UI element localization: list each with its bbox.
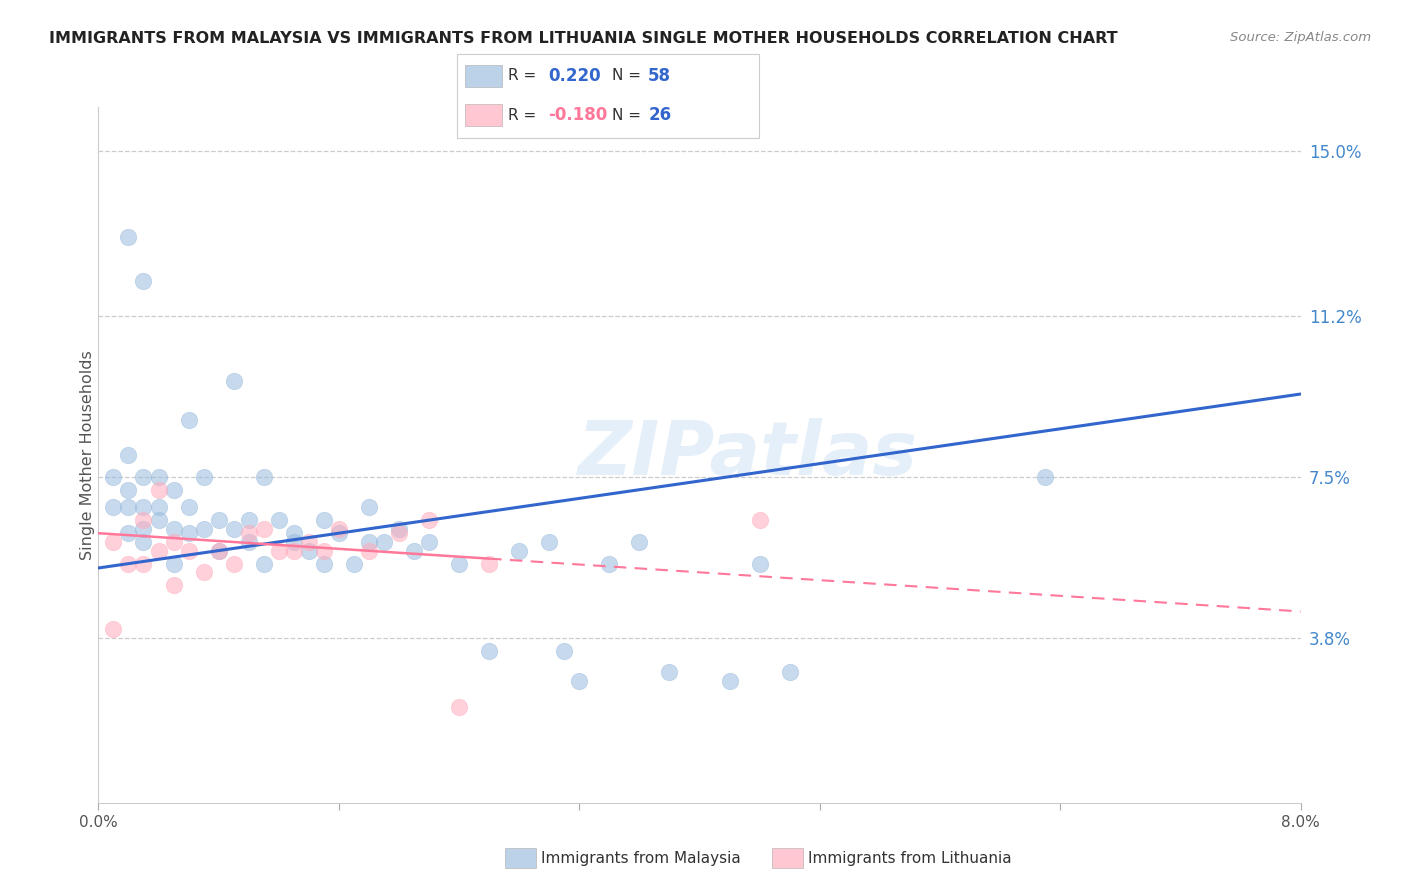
Point (312, 513, 335, 527)
Text: N =: N = (612, 69, 641, 83)
Point (312, 557, 335, 571)
Point (222, 374, 245, 388)
Point (117, 557, 139, 571)
Point (538, 535, 561, 549)
Point (328, 522, 350, 536)
Text: 0.220: 0.220 (548, 67, 600, 85)
Point (388, 522, 411, 536)
Point (208, 513, 231, 527)
Point (117, 448, 139, 462)
Point (103, 500, 125, 514)
Point (298, 543, 321, 558)
Text: ZIPatlas: ZIPatlas (578, 418, 918, 491)
Point (628, 535, 651, 549)
Point (598, 557, 620, 571)
Point (132, 535, 155, 549)
Point (177, 543, 200, 558)
Point (132, 500, 155, 514)
Point (117, 526, 139, 541)
Point (177, 413, 200, 427)
Point (553, 643, 575, 657)
Point (132, 469, 155, 483)
Point (162, 557, 184, 571)
Point (418, 535, 440, 549)
Text: 58: 58 (648, 67, 671, 85)
Point (148, 543, 170, 558)
Point (132, 274, 155, 288)
Point (267, 543, 290, 558)
Point (162, 483, 184, 497)
Point (748, 557, 770, 571)
Text: Source: ZipAtlas.com: Source: ZipAtlas.com (1230, 31, 1371, 45)
Point (193, 522, 215, 536)
Point (267, 513, 290, 527)
Point (132, 513, 155, 527)
Text: 26: 26 (648, 106, 671, 124)
Point (238, 513, 260, 527)
Point (132, 557, 155, 571)
Point (208, 543, 231, 558)
Point (748, 513, 770, 527)
Point (148, 483, 170, 497)
Point (117, 500, 139, 514)
Point (193, 469, 215, 483)
Point (478, 557, 501, 571)
Point (162, 535, 184, 549)
Point (478, 643, 501, 657)
Point (328, 526, 350, 541)
Text: R =: R = (508, 69, 536, 83)
Point (222, 522, 245, 536)
Point (253, 469, 276, 483)
Point (208, 543, 231, 558)
Y-axis label: Single Mother Households: Single Mother Households (80, 350, 94, 560)
Point (283, 526, 305, 541)
Point (148, 500, 170, 514)
Point (447, 700, 470, 714)
Point (132, 522, 155, 536)
Point (103, 469, 125, 483)
Point (253, 557, 276, 571)
Point (222, 557, 245, 571)
Point (117, 483, 139, 497)
Point (658, 665, 681, 680)
Text: Immigrants from Lithuania: Immigrants from Lithuania (808, 851, 1012, 865)
Point (148, 469, 170, 483)
Point (1033, 469, 1056, 483)
Point (238, 526, 260, 541)
Text: R =: R = (508, 108, 536, 122)
Point (103, 622, 125, 636)
Point (103, 535, 125, 549)
Point (402, 543, 425, 558)
Text: -0.180: -0.180 (548, 106, 607, 124)
Point (373, 535, 395, 549)
Text: Immigrants from Malaysia: Immigrants from Malaysia (541, 851, 741, 865)
Point (283, 543, 305, 558)
Point (177, 500, 200, 514)
Point (343, 557, 366, 571)
Point (357, 535, 380, 549)
Point (193, 566, 215, 580)
Point (283, 535, 305, 549)
Point (508, 543, 530, 558)
Point (718, 674, 741, 689)
Point (312, 543, 335, 558)
Point (418, 513, 440, 527)
Point (238, 535, 260, 549)
Point (388, 526, 411, 541)
Point (357, 543, 380, 558)
Point (568, 674, 591, 689)
Point (177, 526, 200, 541)
Point (447, 557, 470, 571)
Point (148, 513, 170, 527)
Text: IMMIGRANTS FROM MALAYSIA VS IMMIGRANTS FROM LITHUANIA SINGLE MOTHER HOUSEHOLDS C: IMMIGRANTS FROM MALAYSIA VS IMMIGRANTS F… (49, 31, 1118, 46)
Point (779, 665, 801, 680)
Point (162, 522, 184, 536)
Point (357, 500, 380, 514)
Point (117, 230, 139, 244)
Point (162, 578, 184, 592)
Point (298, 535, 321, 549)
Point (253, 522, 276, 536)
Text: N =: N = (612, 108, 641, 122)
